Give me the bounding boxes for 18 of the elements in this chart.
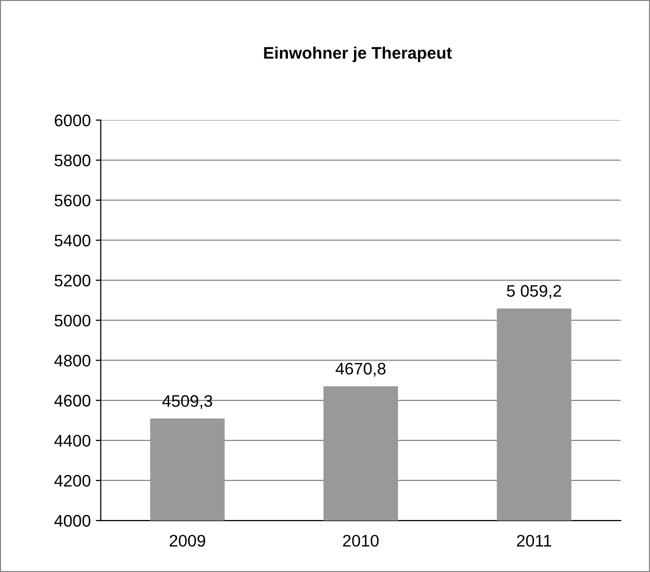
y-tick-label: 4400	[54, 434, 90, 447]
y-tick-label: 5800	[54, 154, 90, 166]
data-label: 4670,8	[336, 362, 386, 377]
x-tick-label: 2011	[517, 534, 552, 547]
y-tick-label: 4800	[54, 354, 90, 367]
y-tick-label: 6000	[54, 114, 90, 126]
y-tick-label: 5200	[54, 274, 90, 286]
chart-title: Einwohner je Therapeut	[264, 46, 452, 62]
y-tick-label: 4200	[54, 474, 90, 487]
data-label: 5 059,2	[506, 285, 562, 299]
y-tick-label: 4000	[54, 514, 90, 527]
y-tick-label: 5600	[54, 194, 90, 206]
y-tick-label: 5400	[54, 234, 90, 246]
y-tick-label: 5000	[54, 314, 90, 327]
data-label: 4509,3	[162, 395, 212, 409]
y-tick-label: 4600	[54, 394, 90, 407]
x-tick-label: 2009	[170, 534, 206, 547]
x-tick-label: 2010	[343, 534, 379, 547]
